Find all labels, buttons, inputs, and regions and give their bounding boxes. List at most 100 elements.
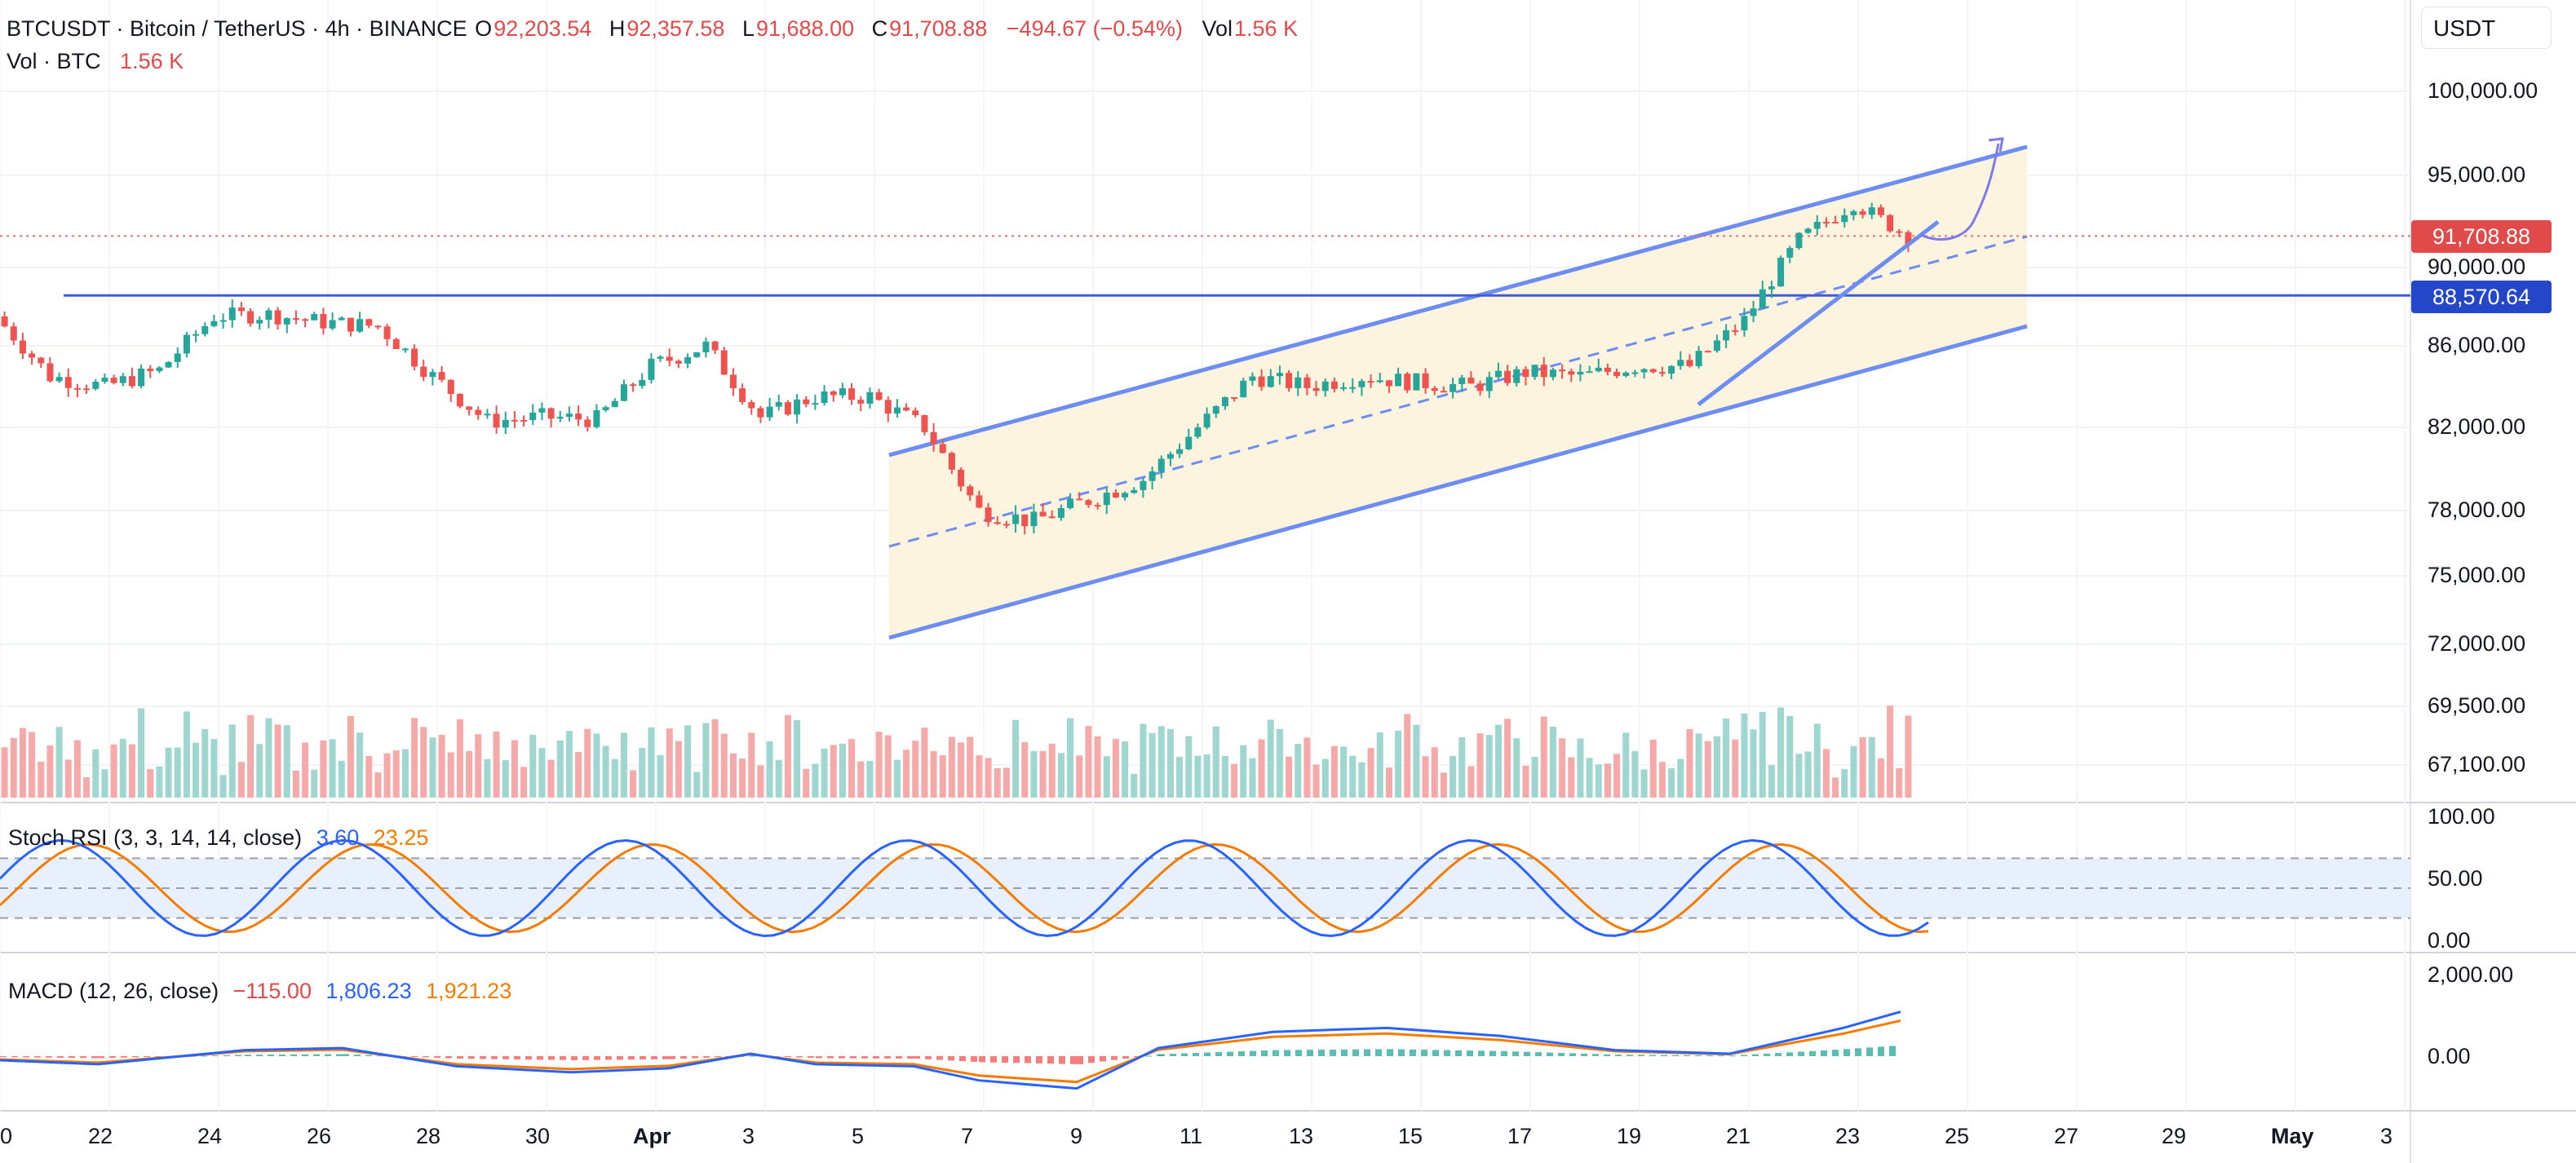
- candle-body: [976, 495, 983, 508]
- macd-histogram-bar: [1866, 1047, 1873, 1056]
- macd-histogram-bar: [1227, 1051, 1233, 1056]
- candle-body: [392, 338, 400, 350]
- volume-bar: [720, 733, 728, 798]
- volume-bar: [38, 761, 45, 798]
- rising-trendline: [1697, 220, 1940, 406]
- macd-histogram-bar: [1649, 1055, 1656, 1056]
- macd-label[interactable]: MACD (12, 26, close): [8, 979, 219, 1003]
- candle-body: [593, 409, 600, 427]
- macd-histogram-bar: [827, 1056, 834, 1059]
- volume-bar: [967, 736, 974, 798]
- volume-bar: [1176, 756, 1184, 798]
- volume-bar: [502, 760, 509, 798]
- macd-histogram-bar: [1134, 1056, 1140, 1058]
- candle-body: [1759, 289, 1766, 309]
- level-price-tag[interactable]: 88,570.64: [2411, 281, 2552, 313]
- macd-histogram-bar: [1661, 1055, 1667, 1056]
- macd-histogram-bar: [808, 1056, 814, 1059]
- candle-body: [1367, 381, 1374, 383]
- macd-histogram-bar: [468, 1056, 475, 1059]
- candle-body: [611, 400, 618, 408]
- high-label: H: [609, 16, 626, 41]
- volume-bar: [930, 750, 937, 798]
- macd-histogram-bar: [1786, 1052, 1793, 1056]
- vol-label: Vol: [1202, 16, 1233, 41]
- candle-body: [1258, 376, 1265, 387]
- candle-body: [1358, 381, 1365, 387]
- macd-hist-value: −115.00: [232, 979, 312, 1003]
- volume-bar: [611, 758, 618, 798]
- candle-body: [438, 372, 445, 380]
- candle-body: [274, 310, 281, 325]
- volume-bar: [420, 727, 427, 798]
- candle-body: [1030, 511, 1038, 527]
- last-price-tag: 91,708.88: [2411, 220, 2552, 253]
- candle-body: [1494, 370, 1502, 378]
- stoch-rsi-legend: Stoch RSI (3, 3, 14, 14, close) 3.60 23.…: [8, 825, 428, 851]
- volume-bar: [411, 718, 418, 798]
- candle-body: [1012, 514, 1020, 524]
- volume-bar: [976, 755, 983, 798]
- candle-body: [1330, 381, 1338, 389]
- candle-body: [128, 376, 135, 387]
- candle-body: [1185, 436, 1193, 449]
- candle-body: [948, 453, 955, 470]
- symbol-title[interactable]: BTCUSDT · Bitcoin / TetherUS · 4h · BINA…: [7, 16, 467, 41]
- candle-body: [1905, 232, 1912, 245]
- price-tick-label: 75,000.00: [2428, 563, 2526, 587]
- macd-histogram-bar: [1455, 1050, 1462, 1056]
- volume-bar: [1240, 745, 1247, 798]
- volume-bar: [639, 747, 646, 798]
- candle-body: [110, 378, 117, 383]
- currency-button[interactable]: USDT: [2421, 7, 2552, 49]
- candle-body: [1559, 369, 1566, 372]
- macd-histogram-bar: [1158, 1054, 1165, 1056]
- macd-histogram-bar: [884, 1056, 891, 1059]
- volume-bar: [1549, 726, 1556, 798]
- candle-body: [1804, 228, 1812, 233]
- candle-body: [1249, 376, 1256, 381]
- candle-body: [1640, 369, 1648, 373]
- candle-body: [466, 406, 473, 410]
- candle-body: [648, 358, 655, 380]
- volume-bar: [1494, 724, 1502, 798]
- candle-body: [812, 403, 819, 405]
- macd-histogram-bar: [1604, 1054, 1610, 1056]
- macd-histogram-bar: [1752, 1054, 1759, 1056]
- time-tick-label: 3: [2380, 1124, 2393, 1148]
- candle-body: [237, 307, 245, 312]
- candle-body: [1422, 373, 1429, 388]
- volume-bar: [1149, 732, 1156, 798]
- macd-histogram-bar: [1684, 1055, 1690, 1056]
- volume-bar: [1157, 726, 1165, 798]
- volume-bar: [693, 772, 701, 798]
- macd-histogram-bar: [896, 1056, 902, 1059]
- volume-bar: [1768, 765, 1775, 798]
- time-tick-label: May: [2271, 1124, 2314, 1148]
- candle-body: [1149, 471, 1156, 481]
- volume-bar: [794, 720, 801, 798]
- volume-bar: [1896, 767, 1903, 798]
- volume-bar: [520, 767, 528, 798]
- volume-label[interactable]: Vol · BTC: [7, 49, 101, 73]
- volume-bar: [1476, 733, 1484, 798]
- volume-bar: [29, 732, 36, 798]
- volume-bar: [311, 769, 318, 798]
- macd-histogram-bar: [537, 1056, 543, 1060]
- candle-body: [420, 366, 427, 378]
- macd-histogram-bar: [1088, 1056, 1095, 1064]
- candle-body: [1677, 360, 1684, 366]
- volume-bar: [1166, 728, 1174, 798]
- stoch-rsi-label[interactable]: Stoch RSI (3, 3, 14, 14, close): [8, 825, 303, 850]
- volume-bar: [174, 747, 181, 798]
- candle-body: [1312, 387, 1320, 391]
- macd-histogram-bar: [1387, 1049, 1393, 1056]
- macd-histogram-bar: [1592, 1054, 1599, 1056]
- macd-histogram-bar: [1775, 1053, 1782, 1056]
- low-value: 91,688.00: [756, 16, 855, 41]
- candle-body: [830, 391, 837, 396]
- volume-bar: [374, 772, 382, 798]
- volume-bar: [1140, 723, 1147, 798]
- volume-bar: [401, 749, 409, 798]
